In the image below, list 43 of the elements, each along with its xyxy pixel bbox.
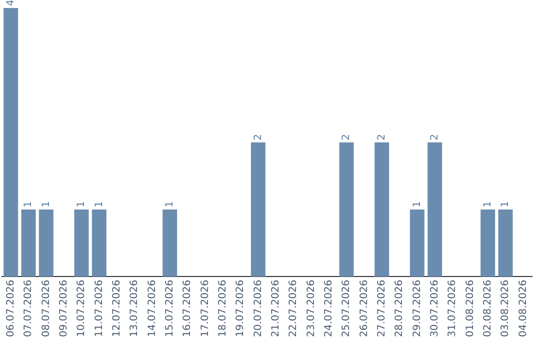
x-tick-label: 26.07.2026: [358, 280, 370, 338]
data-label: 1: [76, 201, 88, 208]
data-label: 4: [5, 0, 16, 6]
x-tick-label: 30.07.2026: [429, 280, 440, 338]
x-tick-label: 13.07.2026: [129, 280, 140, 338]
x-tick-label: 29.07.2026: [412, 280, 423, 338]
x-tick-label: 20.07.2026: [252, 280, 264, 338]
x-tick-label: 25.07.2026: [341, 280, 352, 338]
data-label: 2: [376, 134, 388, 140]
x-tick-label: 12.07.2026: [111, 280, 122, 338]
x-tick-label: 28.07.2026: [394, 280, 406, 338]
x-tick-label: 08.07.2026: [40, 280, 52, 338]
data-label: 2: [341, 134, 352, 140]
x-tick-label: 23.07.2026: [306, 280, 317, 338]
data-label: 2: [252, 134, 264, 140]
x-tick-label: 22.07.2026: [288, 280, 300, 338]
data-label: 1: [164, 201, 176, 208]
x-tick-label: 17.07.2026: [200, 280, 211, 338]
x-tick-label: 19.07.2026: [235, 280, 246, 338]
x-tick-label: 27.07.2026: [376, 280, 388, 338]
x-tick-label: 15.07.2026: [164, 280, 176, 338]
x-tick-label: 11.07.2026: [94, 280, 105, 338]
x-tick-label: 06.07.2026: [5, 280, 16, 338]
x-tick-label: 02.08.2026: [482, 280, 494, 338]
data-label: 1: [40, 201, 52, 208]
x-tick-label: 09.07.2026: [58, 280, 70, 338]
x-tick-label: 07.07.2026: [23, 280, 34, 338]
data-label: 2: [429, 134, 440, 140]
data-label: 1: [94, 201, 105, 208]
data-label: 1: [23, 201, 34, 208]
x-tick-label: 16.07.2026: [182, 280, 194, 338]
x-tick-label: 24.07.2026: [323, 280, 334, 338]
data-label: 1: [500, 201, 512, 208]
x-tick-label: 31.07.2026: [447, 280, 458, 338]
data-label: 1: [482, 201, 494, 208]
x-tick-label: 03.08.2026: [500, 280, 512, 338]
x-tick-label: 01.08.2026: [464, 280, 476, 338]
x-tick-label: 04.08.2026: [518, 280, 529, 338]
x-tick-label: 21.07.2026: [270, 280, 282, 338]
x-tick-label: 14.07.2026: [146, 280, 158, 338]
x-tick-label: 18.07.2026: [217, 280, 228, 338]
x-tick-label: 10.07.2026: [76, 280, 88, 338]
data-label: 1: [412, 201, 423, 208]
